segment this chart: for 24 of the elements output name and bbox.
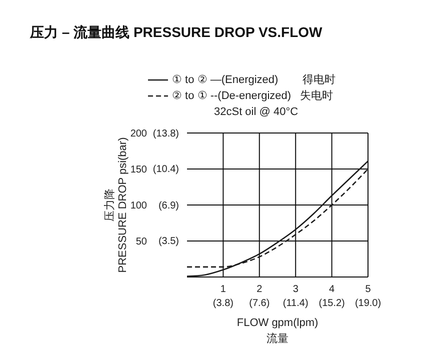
x2-tick-label: (7.6): [249, 298, 270, 310]
y2-tick-label: (13.8): [152, 128, 179, 140]
x-tick-label: 3: [292, 284, 299, 296]
x-tick-label: 1: [220, 284, 226, 296]
y-axis-title: 压力降 PRESSURE DROP psi(bar): [103, 137, 129, 273]
x-axis-title: FLOW gpm(lpm) 流量: [236, 317, 318, 345]
x-tick-label: 2: [256, 284, 263, 296]
y2-tick-label: (3.5): [158, 236, 179, 248]
legend-label: ② to ① --(De-energized) 失电时: [172, 89, 334, 104]
x-tick-label: 4: [329, 284, 336, 296]
x2-tick-label: (11.4): [282, 298, 308, 310]
y-tick-label: 50: [136, 236, 148, 248]
text: 32cSt oil @ 40°C: [213, 105, 300, 120]
legend-label: ① to ② —(Energized) 得电时: [172, 73, 336, 88]
x2-tick-label: (15.2): [318, 298, 345, 310]
chart-title: 压力 – 流量曲线 PRESSURE DROP VS.FLOW: [30, 24, 322, 42]
x-tick-label: 5: [365, 284, 372, 296]
y-tick-label: 100: [130, 200, 148, 212]
y2-tick-label: (10.4): [152, 164, 179, 176]
y2-tick-label: (6.9): [158, 200, 179, 212]
y-tick-label: 150: [130, 164, 148, 176]
y-tick-label: 200: [130, 128, 148, 140]
x2-tick-label: (3.8): [212, 298, 234, 310]
x2-tick-label: (19.0): [354, 298, 382, 310]
